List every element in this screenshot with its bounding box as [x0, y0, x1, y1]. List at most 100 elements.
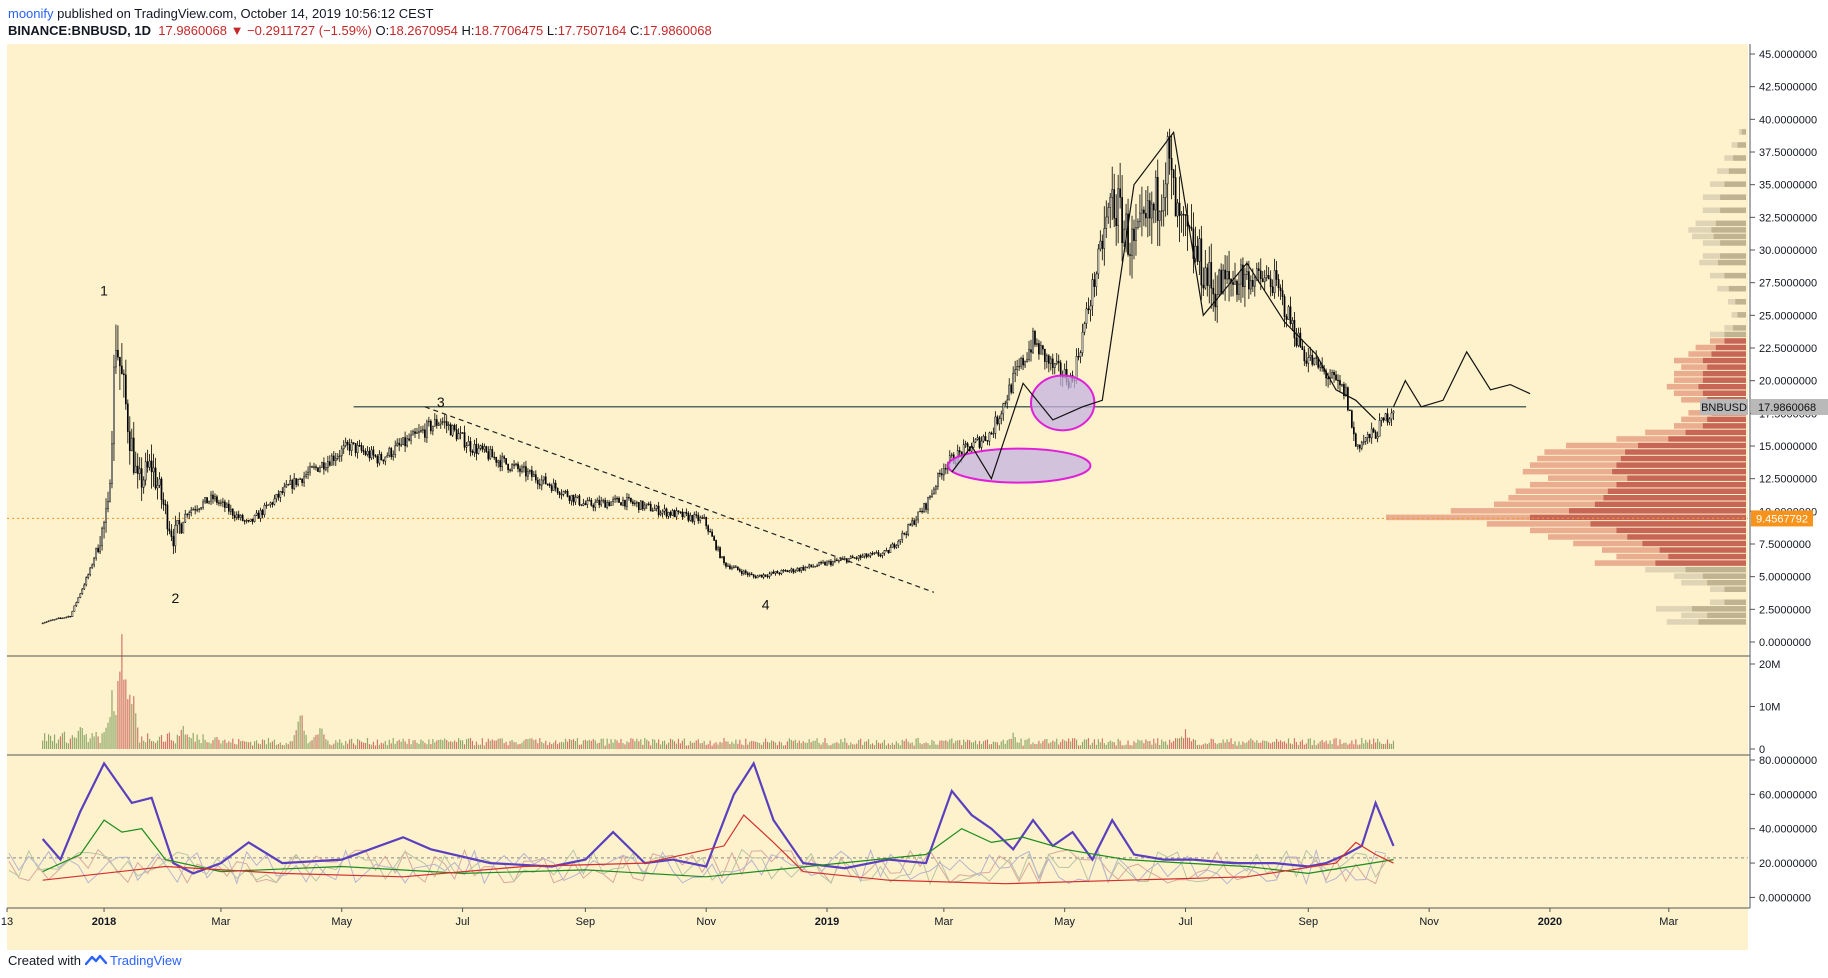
candle-body [150, 460, 153, 473]
volume-bar [1163, 741, 1165, 749]
axes: 0.00000002.50000005.00000007.500000010.0… [1, 44, 1828, 928]
candle-body [651, 510, 654, 512]
candle-body [325, 467, 327, 470]
volume-bar [1224, 742, 1226, 749]
volume-profile-bar [1515, 488, 1608, 494]
volume-bar [618, 742, 620, 749]
volume-bar [1192, 739, 1195, 749]
candle-body [1277, 279, 1280, 289]
volume-bar [164, 741, 167, 749]
candle-body [142, 479, 145, 488]
volume-bar [907, 741, 909, 749]
candle-body [1129, 254, 1131, 256]
volume-profile-bar [1737, 142, 1746, 148]
time-tick-label: Nov [696, 916, 716, 928]
volume-bar [1073, 738, 1076, 749]
candle-body [196, 509, 198, 511]
volume-bar [774, 742, 777, 749]
candle-body [1315, 357, 1318, 359]
volume-bar [1238, 741, 1240, 749]
candle-body [123, 373, 125, 376]
volume-bar [957, 740, 959, 749]
candle-body [1210, 262, 1213, 289]
candle-body [830, 561, 832, 566]
volume-bar [83, 735, 85, 749]
volume-bar [636, 738, 638, 749]
indicator-pane[interactable] [7, 760, 1748, 886]
volume-bar [644, 738, 646, 749]
volume-profile-bar [1728, 285, 1746, 292]
low-label: L: [546, 23, 558, 38]
volume-bar [1198, 744, 1200, 749]
volume-bar [1371, 744, 1373, 749]
candle-body [1097, 248, 1100, 275]
volume-bar [285, 742, 287, 749]
candle-body [220, 502, 222, 504]
time-tick-label: Sep [1299, 916, 1319, 928]
candle-body [115, 349, 117, 368]
candle-body [382, 459, 385, 462]
candle-body [1077, 356, 1080, 358]
volume-bar [737, 743, 739, 749]
candle-body [1337, 379, 1339, 382]
candle-body [1198, 238, 1201, 262]
candle-body [396, 442, 399, 447]
candle-body [1388, 418, 1391, 423]
volume-bar [525, 739, 527, 749]
volume-bar [117, 680, 119, 749]
volume-bar [691, 742, 693, 749]
volume-bar [568, 739, 571, 749]
volume-profile-bar [1717, 285, 1729, 292]
volume-bar [1042, 741, 1044, 749]
volume-bar [852, 744, 854, 749]
candle-body [1364, 437, 1367, 442]
volume-bar [246, 741, 248, 749]
candle-body [67, 615, 70, 618]
candle-body [941, 473, 943, 476]
volume-bar [871, 743, 874, 749]
candle-body [534, 474, 537, 481]
candle-body [564, 490, 567, 493]
volume-bar [1196, 745, 1198, 749]
volume-bar [49, 735, 52, 749]
volume-bar [75, 737, 77, 749]
tradingview-link[interactable]: TradingView [110, 953, 182, 968]
candle-body [1028, 349, 1030, 360]
volume-bar [269, 742, 272, 749]
volume-bar [143, 740, 145, 749]
volume-bar [378, 744, 380, 749]
volume-bar [1083, 739, 1086, 749]
candle-body [622, 499, 624, 506]
candle-body [913, 520, 915, 525]
candle-body [937, 472, 939, 487]
candle-body [681, 511, 684, 518]
volume-bar [309, 741, 311, 749]
volume-bar [218, 739, 220, 749]
candle-body [1087, 308, 1090, 311]
volume-tick-label: 0 [1759, 744, 1765, 756]
volume-bar [1321, 740, 1323, 749]
volume-bar [1111, 741, 1113, 749]
candle-body [239, 515, 242, 518]
candle-body [402, 437, 404, 445]
volume-bar [374, 745, 376, 749]
volume-bar [749, 741, 751, 749]
candle-body [180, 523, 183, 534]
volume-profile-bar [1707, 612, 1746, 619]
candle-body [780, 570, 783, 574]
volume-bar [953, 743, 955, 749]
volume-bar [970, 742, 973, 749]
volume-bar [1171, 742, 1173, 749]
volume-bar [1214, 742, 1216, 749]
candle-body [1226, 271, 1228, 280]
volume-bar [1077, 745, 1080, 749]
candle-body [176, 519, 179, 526]
author-link[interactable]: moonify [8, 6, 54, 21]
candle-body [1289, 306, 1292, 324]
candle-body [917, 511, 919, 521]
candle-body [721, 556, 723, 559]
volume-bar [586, 740, 588, 749]
volume-pane[interactable] [42, 634, 1395, 749]
